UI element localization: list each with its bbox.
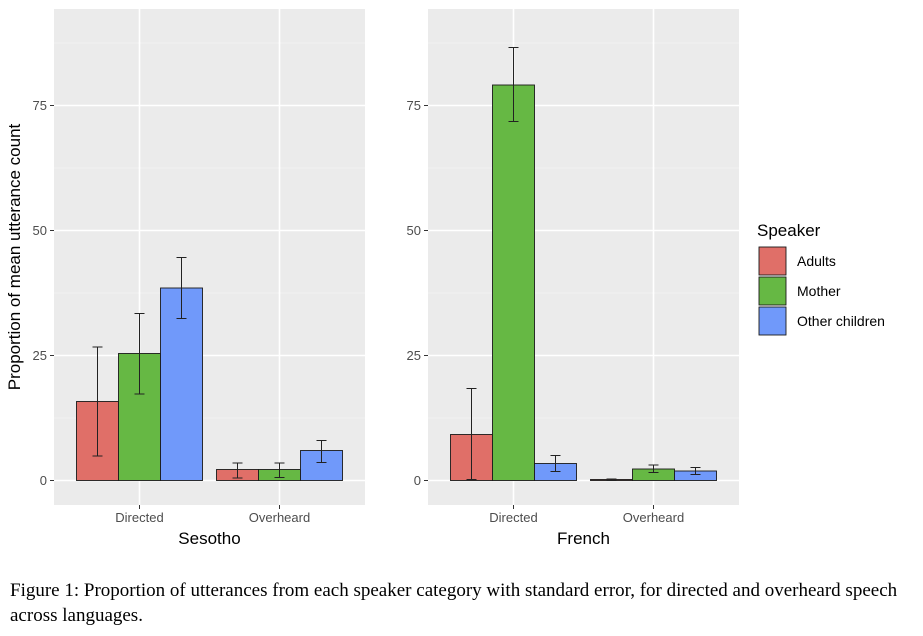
x-axis-title: Sesotho: [178, 529, 240, 548]
x-tick-label: Overheard: [249, 510, 310, 525]
y-tick-label: 0: [40, 473, 47, 488]
legend-swatch-adults: [758, 246, 787, 276]
legend-label: Adults: [797, 253, 836, 269]
figure-caption: Figure 1: Proportion of utterances from …: [10, 580, 898, 626]
bar-mother-directed: [492, 84, 535, 481]
x-tick-label: Directed: [115, 510, 163, 525]
chart: 0 25 50 75 Directed Overheard Sesotho 0 25 50 75 Di…: [5, 9, 885, 548]
legend-title: Speaker: [757, 221, 821, 240]
x-tick-label: Directed: [489, 510, 537, 525]
y-tick-label: 50: [407, 223, 421, 238]
y-tick-label: 25: [33, 348, 47, 363]
legend-swatch-other-children: [758, 306, 787, 336]
y-tick-label: 75: [407, 98, 421, 113]
legend-swatch-mother: [758, 276, 787, 306]
panel-background: [428, 9, 739, 505]
panel-sesotho: 0 25 50 75 Directed Overheard Sesotho: [33, 9, 365, 548]
x-tick-label: Overheard: [623, 510, 684, 525]
y-tick-label: 75: [33, 98, 47, 113]
x-axis-title: French: [557, 529, 610, 548]
legend: Speaker Adults Mother Other children: [757, 221, 885, 336]
panel-french: 0 25 50 75 Directed Overheard French: [407, 9, 739, 548]
y-tick-label: 25: [407, 348, 421, 363]
y-tick-label: 0: [414, 473, 421, 488]
y-axis-title: Proportion of mean utterance count: [5, 123, 24, 390]
legend-label: Mother: [797, 283, 841, 299]
y-tick-label: 50: [33, 223, 47, 238]
legend-label: Other children: [797, 313, 885, 329]
